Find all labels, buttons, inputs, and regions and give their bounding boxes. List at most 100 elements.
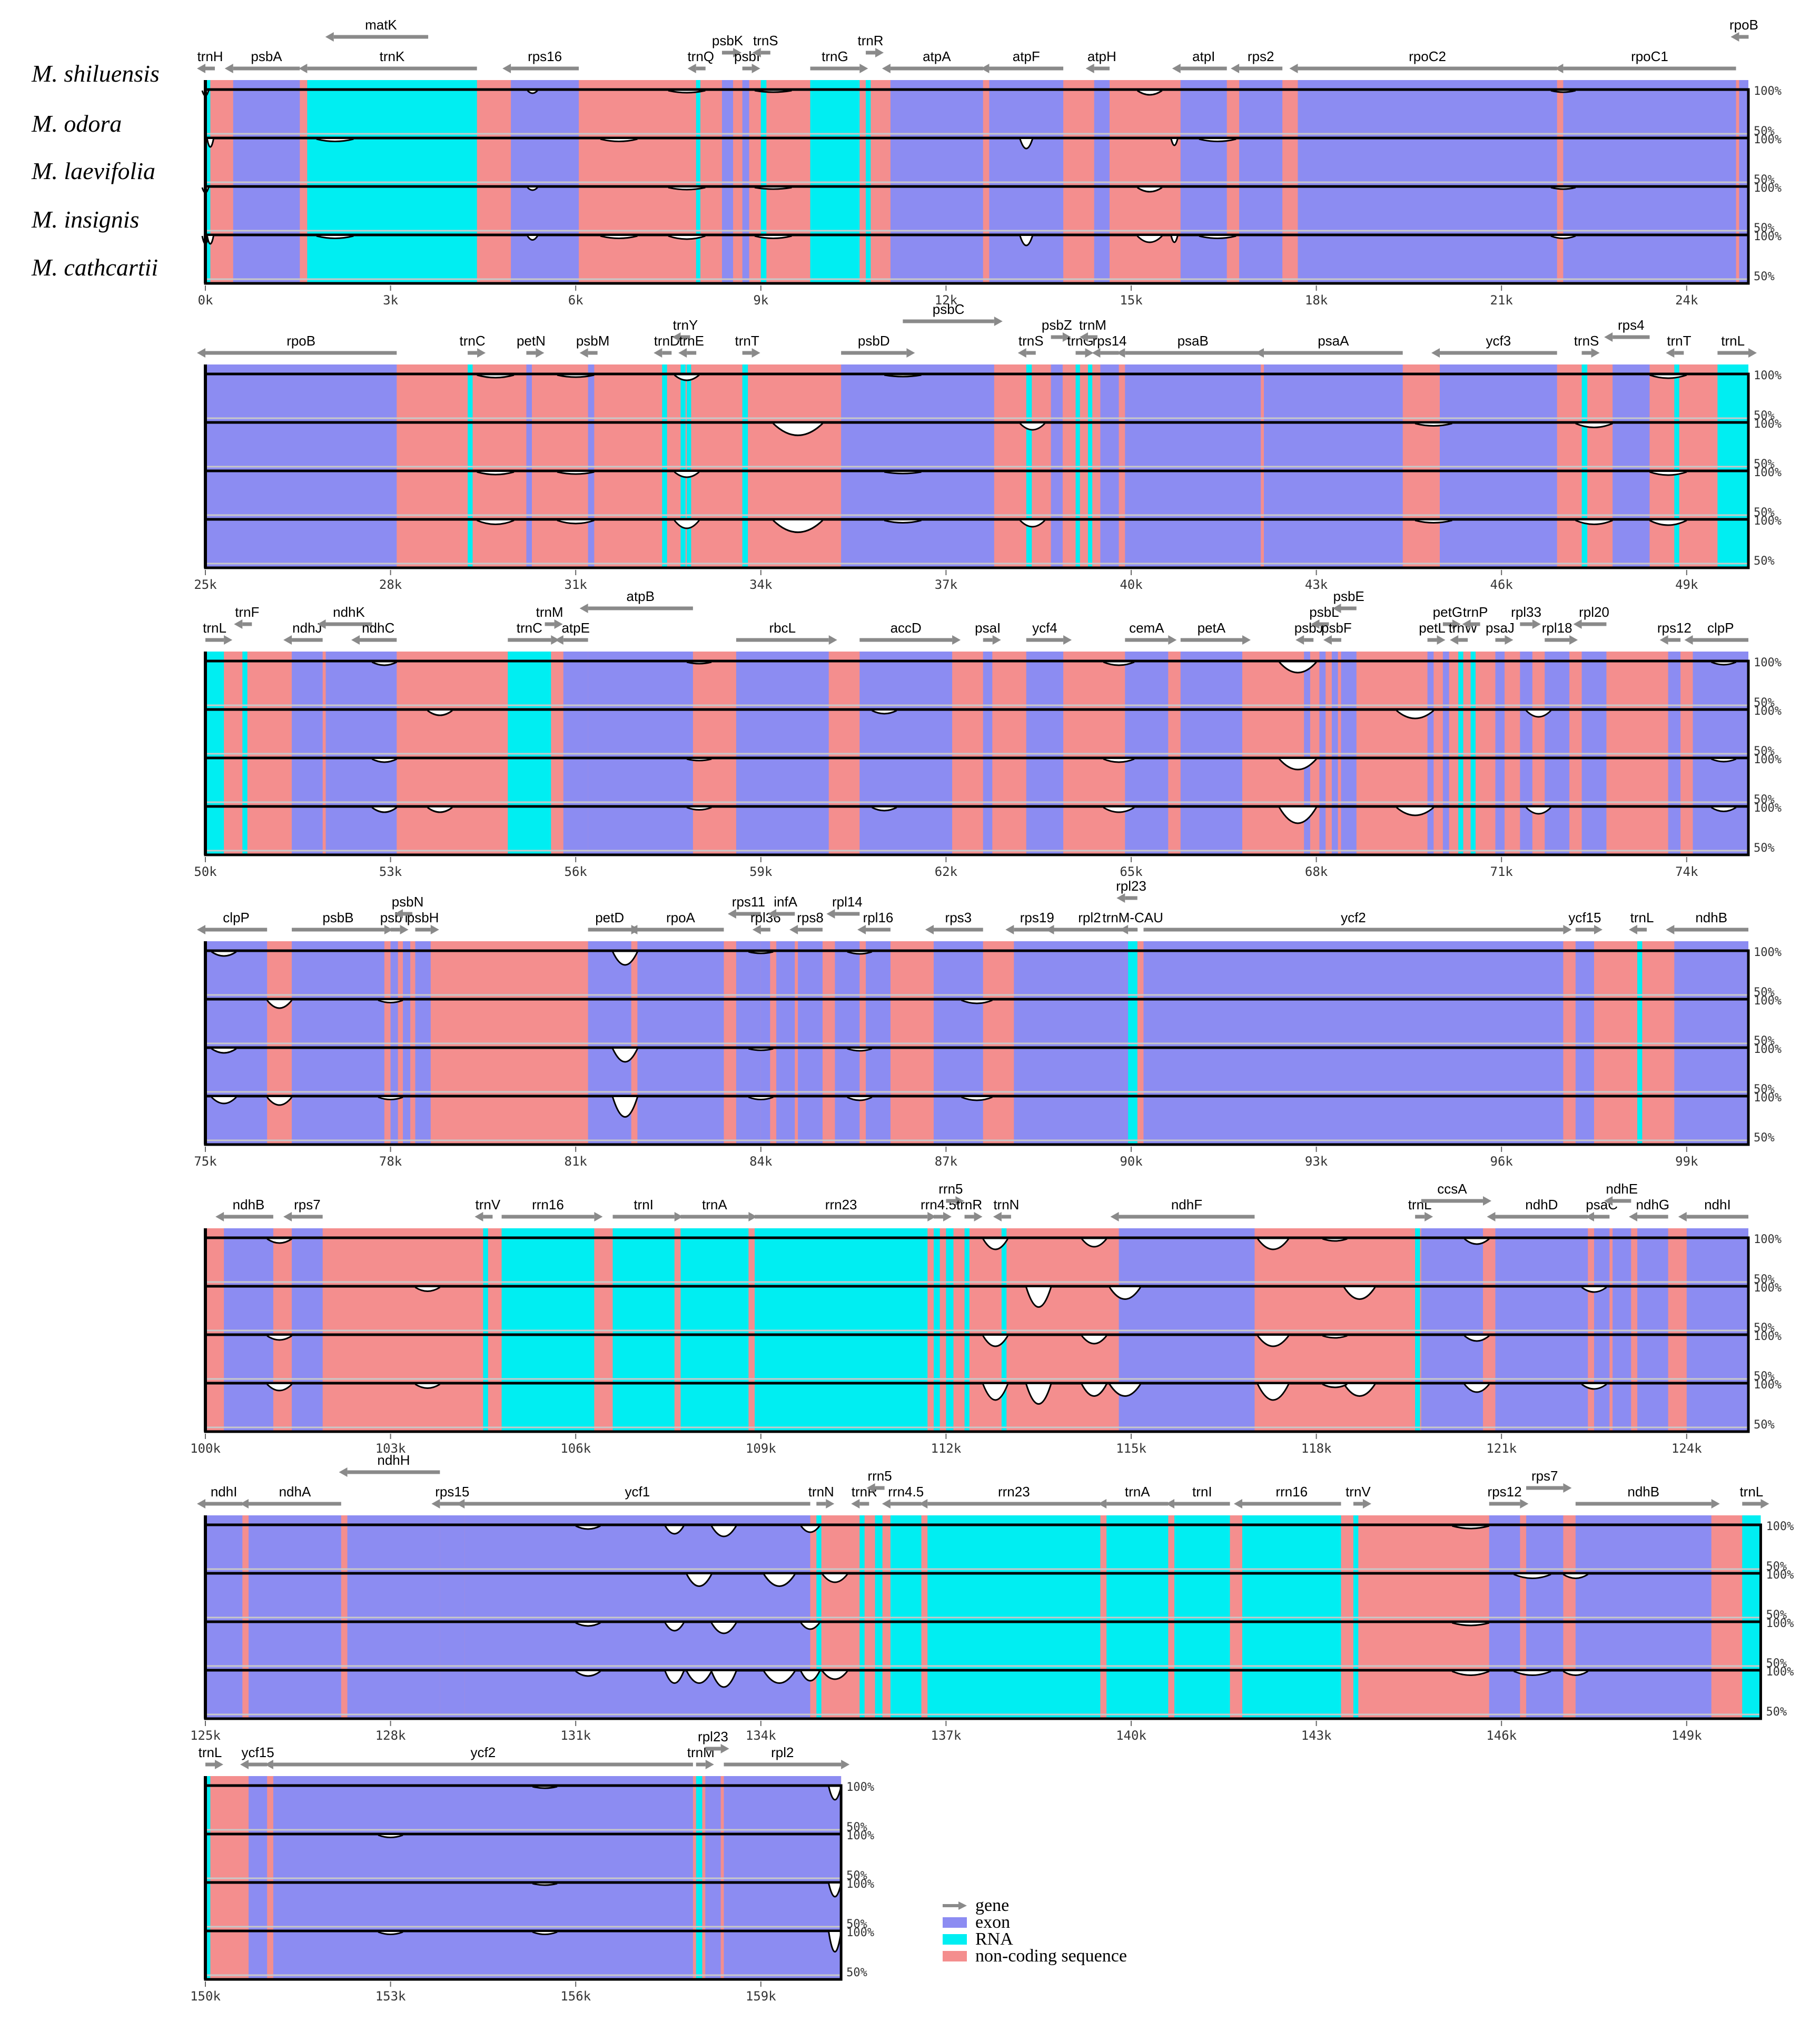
identity-dip <box>1019 519 1045 528</box>
gene-label: ycf2 <box>471 1744 496 1760</box>
pct-50: 50% <box>1754 1131 1775 1145</box>
gene-arrowhead <box>1233 1499 1242 1509</box>
legend-label: gene <box>975 1896 1009 1915</box>
axis-tick-label: 118k <box>1301 1441 1332 1456</box>
identity-dip <box>1136 235 1163 243</box>
pct-100: 100% <box>1754 994 1782 1008</box>
identity-dip <box>1343 1384 1376 1397</box>
gene-arrowhead <box>1684 635 1693 645</box>
gene-arrowhead <box>828 635 837 645</box>
gene-label: ndhI <box>211 1484 238 1500</box>
gene-arrowhead <box>994 317 1003 326</box>
identity-dip <box>1103 758 1135 763</box>
axis-tick-label: 75k <box>194 1154 217 1169</box>
gene-arrowhead <box>1063 635 1072 645</box>
identity-dip <box>1081 1238 1107 1248</box>
gene-arrowhead <box>224 64 233 73</box>
gene-label: trnI <box>1192 1484 1212 1500</box>
gene-arrowhead <box>927 1212 936 1221</box>
identity-dip <box>211 1096 237 1105</box>
gene-arrowhead <box>1045 925 1054 934</box>
pct-100: 100% <box>846 1781 874 1794</box>
identity-dip <box>1649 374 1687 379</box>
gene-label: rpl14 <box>832 894 863 910</box>
legend-swatch <box>943 1917 967 1928</box>
gene-arrowhead <box>1711 1499 1720 1509</box>
gene-label: psbC <box>933 301 965 317</box>
pct-100: 100% <box>1766 1617 1794 1630</box>
gene-label: ndhB <box>1627 1484 1659 1500</box>
pct-100: 100% <box>1754 418 1782 431</box>
identity-dip <box>1463 1384 1490 1393</box>
gene-arrowhead <box>925 925 934 934</box>
gene-arrowhead <box>554 619 563 629</box>
identity-dip <box>822 1574 848 1583</box>
gene-label: trnE <box>679 333 704 349</box>
gene-label: psaI <box>975 620 1001 636</box>
gene-label: psbZ <box>1042 317 1072 333</box>
gene-arrowhead <box>555 635 563 645</box>
pct-50: 50% <box>1754 555 1775 568</box>
gene-arrowhead <box>1586 1212 1594 1221</box>
identity-dip <box>1025 1384 1052 1405</box>
axis-tick-label: 81k <box>565 1154 588 1169</box>
axis-tick-label: 18k <box>1305 293 1328 308</box>
gene-arrowhead <box>197 1499 205 1509</box>
identity-dip <box>982 1335 1008 1347</box>
gene-label: trnP <box>1463 604 1488 620</box>
gene-label: psbN <box>392 894 424 910</box>
pct-50: 50% <box>846 1966 867 1979</box>
axis-tick-label: 25k <box>194 577 217 592</box>
identity-dip <box>1575 422 1613 428</box>
gene-arrowhead <box>1532 619 1541 629</box>
identity-dip <box>477 519 515 525</box>
gene-label: trnI <box>634 1197 654 1212</box>
identity-dip <box>575 1622 601 1627</box>
pct-100: 100% <box>1754 466 1782 479</box>
identity-dip <box>575 1670 601 1677</box>
identity-dip <box>1199 235 1237 239</box>
gene-label: trnC <box>460 333 486 349</box>
identity-dip <box>371 661 398 666</box>
pct-50: 50% <box>1754 793 1775 806</box>
gene-label: atpI <box>1192 48 1215 64</box>
gene-label: ndhA <box>279 1484 311 1500</box>
axis-tick-label: 21k <box>1490 293 1514 308</box>
gene-label: accD <box>891 620 922 636</box>
axis-tick-label: 121k <box>1486 1441 1517 1456</box>
identity-dip <box>477 471 515 476</box>
gene-arrowhead <box>1604 1196 1613 1206</box>
identity-dip <box>763 1574 796 1587</box>
gene-label: trnN <box>808 1484 834 1500</box>
axis-tick-label: 137k <box>931 1728 962 1743</box>
identity-dip <box>206 139 214 148</box>
identity-dip <box>600 235 638 239</box>
gene-arrowhead <box>859 64 868 73</box>
gene-arrowhead <box>215 1760 223 1769</box>
identity-dip <box>664 1622 685 1632</box>
identity-dip <box>754 90 792 93</box>
identity-dip <box>1649 519 1687 526</box>
gene-label: rps7 <box>1531 1468 1558 1484</box>
pct-100: 100% <box>846 1829 874 1842</box>
gene-label: psbM <box>576 333 610 349</box>
gene-label: ndhK <box>333 604 365 620</box>
gene-label: rpoB <box>1729 17 1758 33</box>
identity-dip <box>664 1671 685 1684</box>
gene-arrowhead <box>1483 1196 1492 1206</box>
gene-arrowhead <box>394 909 403 919</box>
identity-dip <box>266 1000 293 1009</box>
identity-dip <box>686 1671 713 1684</box>
gene-label: rps8 <box>797 910 824 925</box>
axis-tick-label: 149k <box>1671 1728 1702 1743</box>
identity-dip <box>1019 139 1033 150</box>
identity-dip <box>822 1671 848 1680</box>
identity-dip <box>427 806 453 813</box>
gene-arrowhead <box>752 48 761 57</box>
identity-dip <box>1452 1622 1490 1626</box>
gene-arrowhead <box>1563 1483 1572 1493</box>
gene-arrowhead <box>1452 619 1461 629</box>
identity-dip <box>1109 1287 1141 1300</box>
gene-arrowhead <box>1255 348 1264 358</box>
identity-dip <box>1322 1383 1348 1388</box>
